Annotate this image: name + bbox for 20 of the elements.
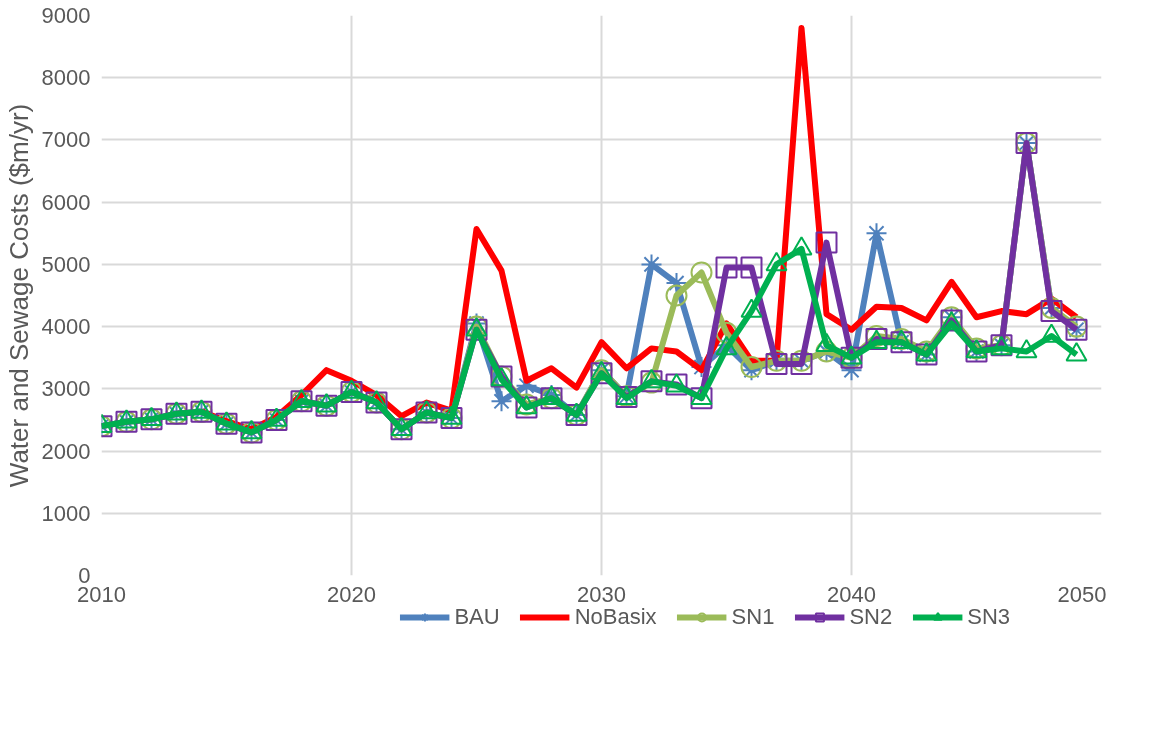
y-tick-label: 3000	[41, 376, 91, 402]
y-tick-label: 6000	[41, 189, 91, 215]
x-tick-label: 2020	[327, 581, 376, 607]
legend-label: SN1	[731, 604, 775, 630]
x-tick-label: 2030	[577, 581, 626, 607]
y-tick-label: 7000	[41, 127, 91, 153]
legend-label: BAU	[454, 604, 500, 630]
legend-label: SN3	[967, 604, 1010, 630]
x-tick-label: 2050	[1057, 581, 1107, 607]
y-tick-label: 0	[78, 563, 91, 588]
y-tick-label: 8000	[41, 65, 91, 91]
x-tick-label: 2040	[827, 581, 876, 607]
legend-label: SN2	[849, 604, 893, 630]
y-tick-label: 2000	[41, 438, 91, 464]
legend-label: NoBasix	[574, 604, 657, 630]
y-tick-label: 4000	[41, 314, 91, 340]
y-tick-label: 5000	[41, 251, 91, 277]
y-tick-label: 9000	[41, 3, 91, 28]
y-axis-title: Water and Sewage Costs ($m/yr)	[3, 103, 34, 488]
y-tick-label: 1000	[41, 500, 91, 526]
